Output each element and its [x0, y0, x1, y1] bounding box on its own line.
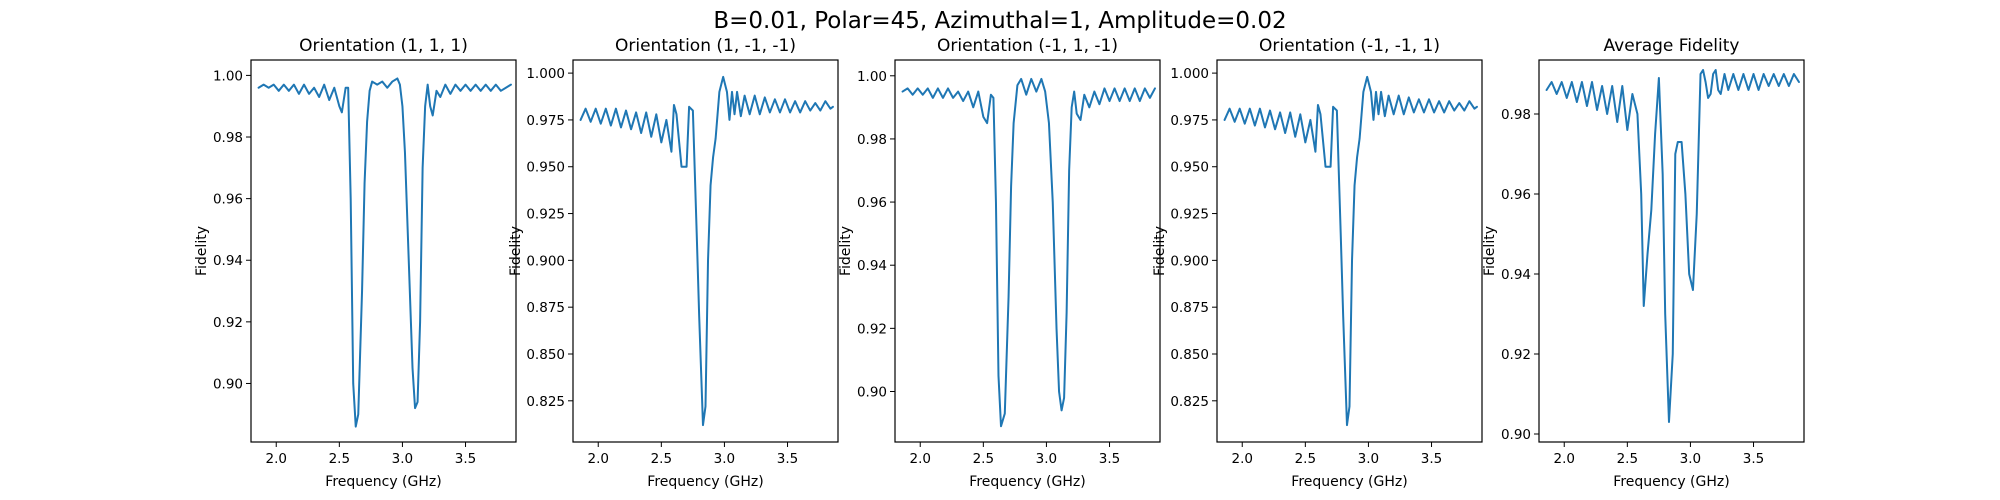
y-axis-label: Fidelity [1152, 226, 1168, 276]
x-tick-label: 2.0 [265, 451, 286, 467]
y-axis-label: Fidelity [508, 226, 524, 276]
x-tick-label: 3.0 [1358, 451, 1379, 467]
subplots: 2.0 2.5 3.0 3.5 0.90 0.92 0.94 0.96 0.98 1.00 Orie… [194, 36, 1805, 490]
y-axis-label: Fidelity [194, 226, 210, 276]
x-tick-label: 3.0 [1680, 451, 1701, 467]
y-tick-label: 0.94 [213, 253, 243, 269]
y-tick-label: 0.92 [1501, 347, 1531, 363]
x-tick-label: 2.5 [1295, 451, 1316, 467]
x-tick-label: 2.0 [1231, 451, 1252, 467]
y-tick-label: 0.925 [1170, 207, 1209, 223]
figure-suptitle: B=0.01, Polar=45, Azimuthal=1, Amplitude… [713, 8, 1286, 34]
x-tick-label: 2.5 [651, 451, 672, 467]
axes-frame [894, 59, 1161, 443]
x-tick-label: 3.5 [1099, 451, 1120, 467]
x-tick-label: 3.5 [1743, 451, 1764, 467]
x-axis-label: Frequency (GHz) [647, 474, 763, 490]
x-axis-label: Frequency (GHz) [1613, 474, 1729, 490]
subplot-3: 2.0 2.5 3.0 3.5 0.90 0.92 0.94 0.96 0.98 1.00 Orie… [838, 36, 1161, 490]
x-tick-label: 3.0 [1036, 451, 1057, 467]
y-tick-label: 0.875 [526, 300, 565, 316]
y-tick-label: 1.00 [213, 68, 243, 84]
x-tick-label: 3.5 [1421, 451, 1442, 467]
y-tick-label: 0.950 [526, 160, 565, 176]
y-tick-label: 0.850 [1170, 347, 1209, 363]
x-tick-label: 2.0 [909, 451, 930, 467]
subplot-1: 2.0 2.5 3.0 3.5 0.90 0.92 0.94 0.96 0.98 1.00 Orie… [194, 36, 517, 490]
subplot-4: 2.0 2.5 3.0 3.5 0.825 0.850 0.875 0.900 0.925 0.9… [1152, 36, 1483, 490]
x-axis-label: Frequency (GHz) [325, 474, 441, 490]
y-tick-label: 0.94 [1501, 267, 1531, 283]
y-tick-label: 0.92 [213, 315, 243, 331]
y-tick-label: 0.925 [526, 207, 565, 223]
y-tick-label: 0.950 [1170, 160, 1209, 176]
y-tick-label: 1.000 [526, 66, 565, 82]
axes-frame [572, 59, 839, 443]
subplot-title: Orientation (1, -1, -1) [615, 36, 796, 56]
y-tick-label: 0.98 [1501, 107, 1531, 123]
subplot-5: 2.0 2.5 3.0 3.5 0.90 0.92 0.94 0.96 0.98 Average … [1482, 36, 1805, 490]
fidelity-line [1545, 69, 1800, 423]
y-tick-label: 0.900 [526, 253, 565, 269]
y-tick-label: 0.825 [1170, 394, 1209, 410]
y-tick-label: 0.825 [526, 394, 565, 410]
x-tick-label: 3.0 [392, 451, 413, 467]
x-tick-label: 3.0 [714, 451, 735, 467]
axes-frame [250, 59, 517, 443]
y-tick-label: 1.000 [1170, 66, 1209, 82]
x-axis-label: Frequency (GHz) [1291, 474, 1407, 490]
y-axis-label: Fidelity [1482, 226, 1498, 276]
y-tick-label: 0.850 [526, 347, 565, 363]
y-tick-label: 0.90 [213, 376, 243, 392]
x-tick-label: 2.5 [973, 451, 994, 467]
x-tick-label: 3.5 [777, 451, 798, 467]
y-tick-label: 0.96 [1501, 187, 1531, 203]
y-tick-label: 0.900 [1170, 253, 1209, 269]
axes-frame [1216, 59, 1483, 443]
y-tick-label: 0.875 [1170, 300, 1209, 316]
y-tick-label: 0.96 [213, 192, 243, 208]
y-tick-label: 0.98 [213, 130, 243, 146]
x-tick-label: 2.0 [1553, 451, 1574, 467]
fidelity-line [257, 77, 512, 428]
y-tick-label: 0.975 [526, 113, 565, 129]
y-tick-label: 0.90 [857, 384, 887, 400]
y-tick-label: 0.92 [857, 321, 887, 337]
fidelity-line [901, 77, 1156, 428]
y-tick-label: 0.94 [857, 258, 887, 274]
x-axis-label: Frequency (GHz) [969, 474, 1085, 490]
subplot-title: Orientation (1, 1, 1) [299, 36, 468, 56]
x-tick-label: 2.5 [1617, 451, 1638, 467]
y-axis-label: Fidelity [838, 226, 854, 276]
y-tick-label: 0.96 [857, 195, 887, 211]
y-tick-label: 1.00 [857, 69, 887, 85]
x-tick-label: 2.0 [587, 451, 608, 467]
y-tick-label: 0.98 [857, 132, 887, 148]
x-tick-label: 2.5 [329, 451, 350, 467]
fidelity-line [579, 75, 834, 427]
subplot-title: Average Fidelity [1604, 36, 1740, 56]
subplot-2: 2.0 2.5 3.0 3.5 0.825 0.850 0.875 0.900 0.925 0.9… [508, 36, 839, 490]
fidelity-line [1223, 75, 1478, 427]
y-tick-label: 0.975 [1170, 113, 1209, 129]
subplot-title: Orientation (-1, -1, 1) [1259, 36, 1440, 56]
axes-frame [1538, 59, 1805, 443]
subplot-title: Orientation (-1, 1, -1) [937, 36, 1118, 56]
x-tick-label: 3.5 [455, 451, 476, 467]
y-tick-label: 0.90 [1501, 427, 1531, 443]
